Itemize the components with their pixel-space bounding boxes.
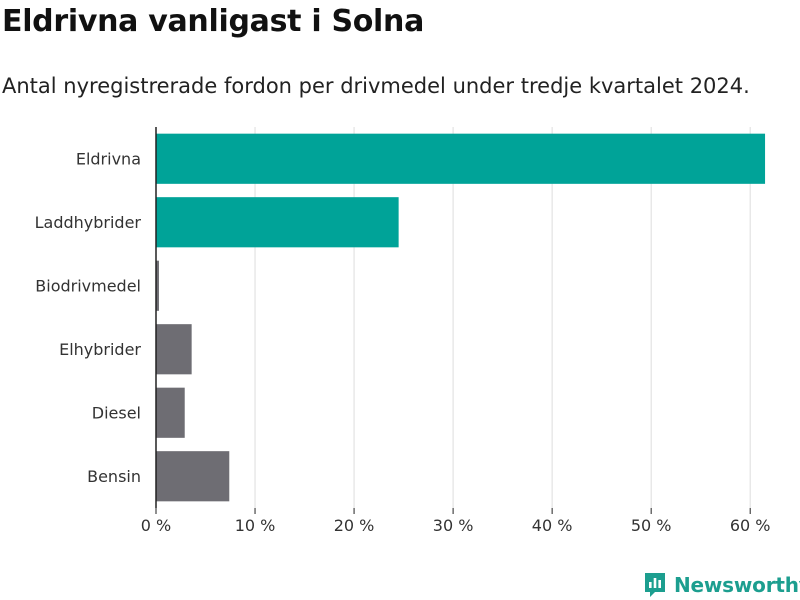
x-tick-label-20: 20 % bbox=[334, 516, 375, 535]
bar-elhybrider bbox=[156, 324, 192, 375]
bar-bensin bbox=[156, 451, 230, 502]
x-tick-label-30: 30 % bbox=[433, 516, 474, 535]
category-label-biodrivmedel: Biodrivmedel bbox=[35, 276, 141, 295]
x-tick-label-50: 50 % bbox=[631, 516, 672, 535]
category-label-diesel: Diesel bbox=[92, 403, 141, 422]
newsworthy-logo: Newsworthy bbox=[644, 570, 800, 600]
bar-eldrivna bbox=[156, 133, 766, 184]
x-tick-label-60: 60 % bbox=[730, 516, 771, 535]
brand-name: Newsworthy bbox=[674, 573, 800, 597]
category-label-elhybrider: Elhybrider bbox=[59, 340, 141, 359]
category-label-eldrivna: Eldrivna bbox=[76, 149, 141, 168]
chart-subtitle: Antal nyregistrerade fordon per drivmede… bbox=[2, 74, 750, 98]
x-tick-label-0: 0 % bbox=[141, 516, 171, 535]
category-label-laddhybrider: Laddhybrider bbox=[35, 213, 142, 232]
newsworthy-logo-icon bbox=[645, 573, 665, 597]
bar-biodrivmedel bbox=[156, 260, 159, 311]
bar-laddhybrider bbox=[156, 197, 399, 248]
category-label-bensin: Bensin bbox=[87, 467, 141, 486]
chart-title: Eldrivna vanligast i Solna bbox=[2, 4, 425, 39]
bar-diesel bbox=[156, 387, 185, 438]
x-tick-label-10: 10 % bbox=[235, 516, 276, 535]
x-tick-label-40: 40 % bbox=[532, 516, 573, 535]
